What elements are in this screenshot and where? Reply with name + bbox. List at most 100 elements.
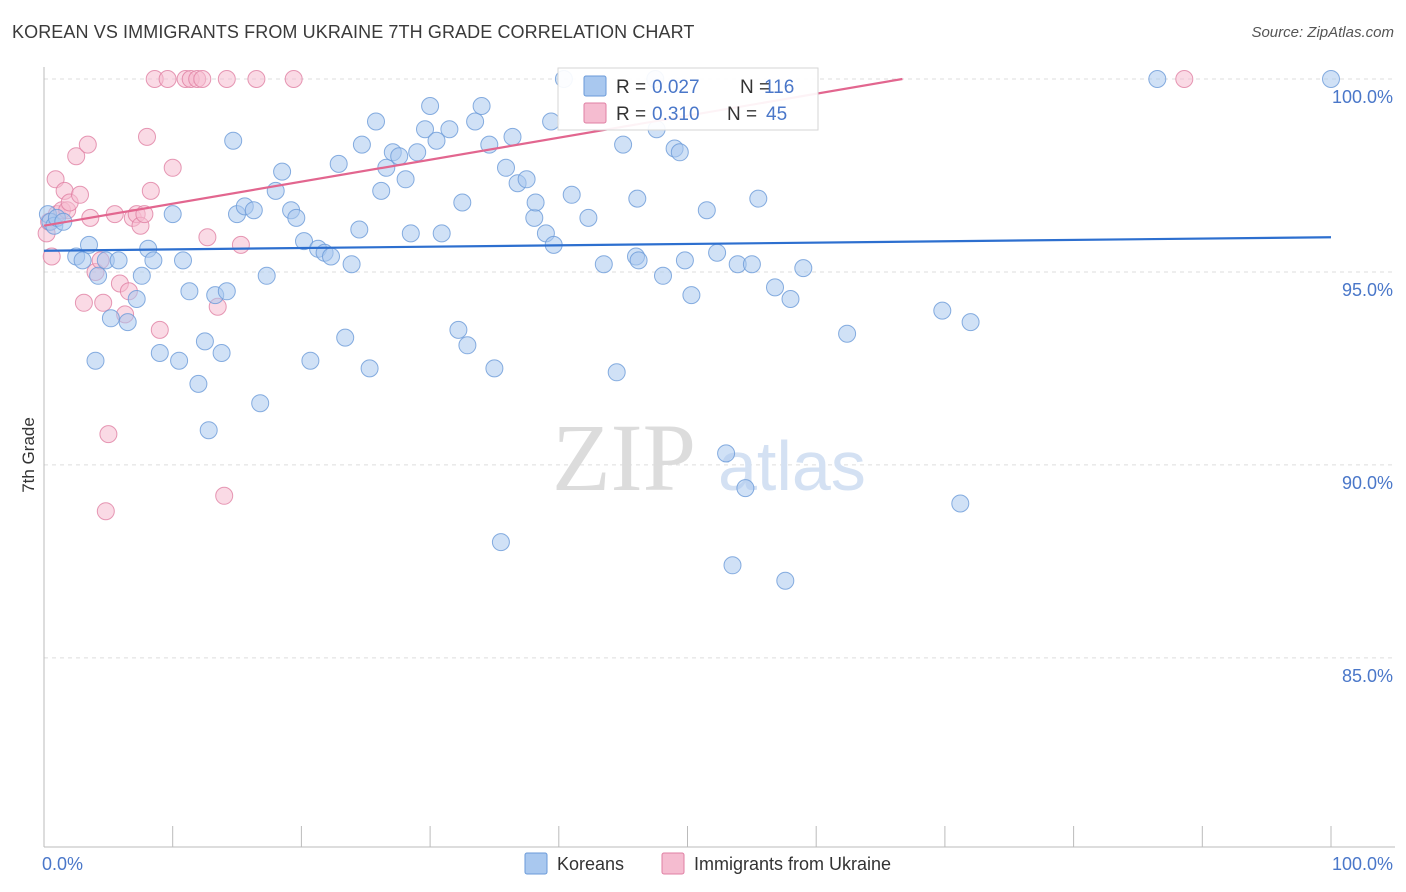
point-koreans	[174, 251, 192, 270]
bottom-legend: Koreans Immigrants from Ukraine	[524, 852, 891, 875]
legend-box: R = 0.027 N = 116 R = 0.310 N = 45	[557, 67, 819, 131]
legend-n-label-koreans: N =	[740, 77, 770, 98]
point-koreans	[961, 313, 980, 332]
point-koreans	[629, 251, 648, 270]
point-koreans	[212, 344, 231, 362]
point-koreans	[449, 320, 468, 339]
point-koreans	[390, 147, 409, 166]
point-ukraine	[231, 235, 250, 254]
point-koreans	[372, 181, 391, 200]
point-ukraine	[158, 70, 177, 88]
point-koreans	[217, 282, 236, 301]
point-koreans	[127, 290, 146, 308]
point-koreans	[453, 193, 472, 212]
point-koreans	[776, 571, 795, 590]
point-koreans	[628, 189, 647, 208]
point-koreans	[350, 220, 369, 239]
legend-r-value-koreans: 0.027	[652, 77, 700, 98]
series-koreans-points	[38, 70, 1340, 590]
point-koreans	[466, 112, 485, 131]
point-ukraine	[96, 502, 115, 521]
point-ukraine	[198, 228, 217, 247]
point-koreans	[427, 131, 446, 150]
point-ukraine	[247, 70, 266, 88]
point-koreans	[607, 363, 626, 382]
point-koreans	[614, 135, 633, 154]
watermark: ZIP atlas	[552, 404, 866, 511]
point-koreans	[723, 556, 742, 575]
point-koreans	[101, 309, 120, 328]
point-koreans	[180, 282, 199, 301]
point-koreans	[717, 444, 736, 463]
point-koreans	[458, 336, 477, 355]
point-koreans	[170, 351, 189, 370]
point-ukraine	[42, 247, 61, 266]
point-koreans	[273, 162, 292, 181]
point-koreans	[1148, 70, 1167, 88]
point-koreans	[396, 170, 415, 189]
x-tick-labels: 0.0% 100.0%	[42, 854, 1393, 874]
point-koreans	[749, 189, 768, 208]
point-koreans	[421, 97, 440, 115]
gridlines	[44, 78, 1395, 659]
point-koreans	[491, 533, 510, 552]
y-tick-labels: 100.0% 95.0% 90.0% 85.0%	[1332, 87, 1393, 686]
point-koreans	[251, 394, 270, 413]
axes	[43, 67, 1395, 848]
point-koreans	[503, 127, 522, 146]
point-koreans	[654, 266, 672, 285]
point-koreans	[485, 359, 504, 378]
point-ukraine	[141, 181, 160, 200]
source-label: Source: ZipAtlas.com	[1251, 24, 1394, 41]
point-ukraine	[74, 293, 93, 312]
point-ukraine	[193, 70, 212, 88]
point-koreans	[132, 266, 151, 285]
point-koreans	[244, 201, 263, 220]
legend-n-value-ukraine: 45	[766, 104, 787, 125]
x-tick-label: 100.0%	[1332, 854, 1393, 874]
point-ukraine	[67, 147, 86, 166]
y-tick-label: 90.0%	[1342, 473, 1393, 493]
point-koreans	[367, 112, 385, 131]
point-koreans	[525, 208, 544, 227]
point-koreans	[517, 170, 536, 189]
point-koreans	[199, 421, 218, 440]
point-koreans	[579, 208, 598, 227]
point-ukraine	[217, 70, 236, 88]
point-koreans	[408, 143, 427, 162]
point-koreans	[89, 266, 108, 285]
point-koreans	[682, 286, 701, 305]
point-koreans	[224, 131, 243, 150]
point-koreans	[329, 154, 348, 173]
legend-r-label-ukraine: R =	[616, 104, 646, 125]
legend-n-label-ukraine: N =	[727, 104, 757, 125]
point-koreans	[440, 120, 459, 139]
point-koreans	[118, 313, 137, 332]
point-ukraine	[150, 320, 169, 339]
point-koreans	[189, 374, 208, 393]
y-tick-label: 95.0%	[1342, 280, 1393, 300]
point-ukraine	[284, 70, 303, 88]
point-koreans	[352, 135, 371, 154]
bottom-legend-swatch-ukraine	[661, 852, 685, 875]
point-koreans	[838, 324, 857, 343]
point-koreans	[287, 208, 306, 227]
y-axis-label: 7th Grade	[19, 417, 38, 493]
point-koreans	[933, 301, 952, 320]
chart-title: KOREAN VS IMMIGRANTS FROM UKRAINE 7TH GR…	[12, 22, 695, 42]
point-koreans	[708, 243, 727, 262]
point-koreans	[301, 351, 320, 370]
x-tick-label: 0.0%	[42, 854, 83, 874]
point-koreans	[526, 193, 545, 212]
point-koreans	[150, 344, 169, 362]
point-koreans	[360, 359, 379, 378]
point-koreans	[295, 232, 313, 251]
point-koreans	[542, 112, 561, 131]
point-ukraine	[1175, 70, 1194, 88]
legend-n-value-koreans: 116	[764, 77, 794, 98]
legend-r-label-koreans: R =	[616, 77, 646, 98]
point-koreans	[322, 247, 340, 266]
point-koreans	[794, 259, 813, 278]
point-koreans	[432, 224, 451, 243]
point-koreans	[257, 266, 276, 285]
